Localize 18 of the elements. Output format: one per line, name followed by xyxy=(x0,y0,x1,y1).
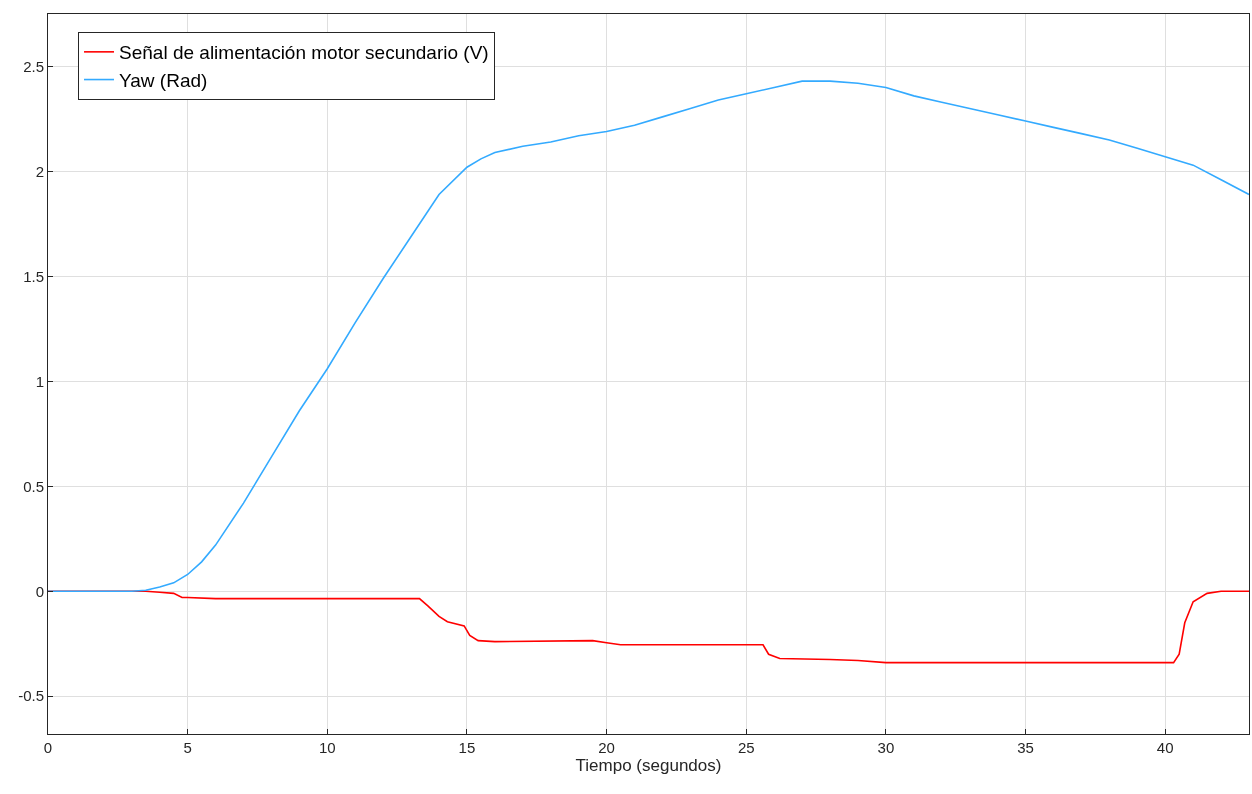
legend-label: Señal de alimentación motor secundario (V) xyxy=(119,42,489,64)
y-tick-label: 1.5 xyxy=(23,267,44,285)
y-tick-label: 0.5 xyxy=(23,477,44,495)
legend-label: Yaw (Rad) xyxy=(119,69,208,91)
y-tick-label: -0.5 xyxy=(18,687,44,705)
x-tick-label: 20 xyxy=(598,739,615,756)
x-tick-label: 30 xyxy=(877,739,895,756)
x-tick-label: 15 xyxy=(458,739,476,756)
x-tick-label: 35 xyxy=(1017,739,1034,756)
y-tick-label: 2 xyxy=(35,162,44,180)
x-tick-label: 40 xyxy=(1156,739,1174,756)
y-tick-label: 1 xyxy=(35,372,44,390)
y-tick-label: 2.5 xyxy=(23,57,44,75)
y-tick-label: 0 xyxy=(35,582,44,600)
x-tick-label: 5 xyxy=(183,739,192,756)
x-tick-label: 25 xyxy=(737,739,755,756)
x-tick-label: 10 xyxy=(318,739,336,756)
x-axis-title: Tiempo (segundos) xyxy=(575,756,722,776)
